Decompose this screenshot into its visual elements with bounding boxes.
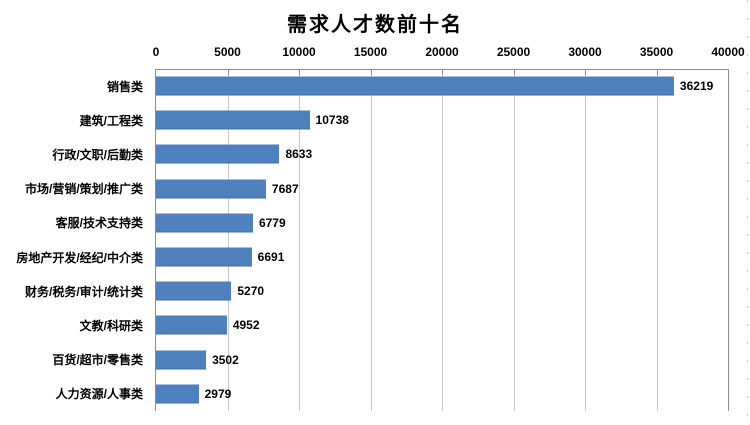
category-label: 市场/营销/策划/推广类 — [24, 182, 143, 197]
axis-tick — [227, 70, 229, 75]
bar-track: 10738 — [156, 103, 728, 137]
x-tick-label: 30000 — [568, 45, 602, 59]
axis-tick — [370, 70, 372, 75]
x-tick-label: 0 — [152, 45, 160, 59]
category-label: 财务/税务/审计/统计类 — [24, 284, 143, 299]
category-label: 建筑/工程类 — [79, 113, 143, 128]
bar-track: 2979 — [156, 377, 728, 411]
category-label: 房地产开发/经纪/中介类 — [16, 250, 143, 265]
x-tick-label: 20000 — [425, 45, 459, 59]
value-label: 36219 — [679, 79, 714, 94]
bar-row: 行政/文职/后勤类 8633 — [0, 137, 750, 171]
axis-tick — [585, 70, 586, 75]
gridline — [299, 70, 300, 411]
x-tick-label: 25000 — [496, 45, 531, 59]
value-label: 5270 — [237, 284, 265, 299]
bar — [156, 179, 266, 199]
value-label: 8633 — [285, 147, 313, 162]
bar-track: 6779 — [156, 206, 728, 240]
gridline — [370, 70, 372, 411]
bar — [156, 110, 310, 130]
bar-track: 5270 — [156, 274, 728, 308]
category-label: 行政/文职/后勤类 — [52, 147, 143, 162]
x-axis: 0 5000 10000 15000 20000 25000 30000 35000 40000 — [0, 44, 750, 61]
axis-tick — [442, 70, 443, 75]
x-tick-label: 10000 — [282, 45, 316, 59]
value-label: 4952 — [232, 318, 260, 333]
bar — [156, 247, 252, 267]
bar-track: 8633 — [156, 137, 728, 171]
x-tick-label: 5000 — [214, 45, 241, 59]
bar-track: 36219 — [156, 69, 728, 103]
bar — [156, 213, 253, 233]
axis-tick — [299, 70, 300, 75]
gridline — [227, 70, 229, 411]
bar — [156, 144, 280, 164]
axis-tick — [656, 70, 658, 75]
gridline — [585, 70, 586, 411]
category-label: 销售类 — [106, 79, 143, 94]
x-tick-label: 35000 — [639, 45, 674, 59]
plot-area — [155, 69, 729, 411]
bar-track: 7687 — [156, 172, 728, 206]
category-label: 客服/技术支持类 — [55, 216, 143, 231]
bar-row: 市场/营销/策划/推广类 7687 — [0, 172, 750, 206]
value-label: 3502 — [212, 352, 239, 367]
bar-track: 3502 — [156, 343, 728, 377]
category-label: 文教/科研类 — [79, 318, 143, 333]
bar-row: 人力资源/人事类 2979 — [0, 377, 750, 411]
x-tick-label: 40000 — [711, 45, 745, 59]
bar-row: 销售类 36219 — [0, 69, 750, 103]
bar-row: 房地产开发/经纪/中介类 6691 — [0, 240, 750, 274]
gridline — [513, 70, 515, 411]
value-label: 2979 — [204, 386, 232, 401]
gridline — [656, 70, 658, 411]
bar — [156, 350, 207, 370]
bar-row: 客服/技术支持类 6779 — [0, 206, 750, 240]
value-label: 7687 — [271, 181, 299, 196]
value-label: 10738 — [315, 113, 349, 128]
category-label: 百货/超市/零售类 — [52, 353, 143, 368]
bar-row: 百货/超市/零售类 3502 — [0, 343, 750, 377]
chart-title: 需求人才数前十名 — [287, 14, 463, 36]
gridline — [442, 70, 443, 411]
bar-row: 财务/税务/审计/统计类 5270 — [0, 274, 750, 308]
bar-row: 建筑/工程类 10738 — [0, 103, 750, 137]
bar-track: 6691 — [156, 240, 728, 274]
bar-rows: 销售类 36219 建筑/工程类 10738 行政/文职/后勤类 8633 市场/营销/策划… — [0, 69, 750, 411]
category-label: 人力资源/人事类 — [55, 387, 143, 402]
bar-row: 文教/科研类 4952 — [0, 308, 750, 342]
bar — [156, 315, 227, 335]
bar — [156, 384, 199, 404]
axis-tick — [513, 70, 515, 75]
bar — [156, 281, 232, 301]
bar — [156, 76, 674, 96]
value-label: 6779 — [258, 215, 286, 230]
sheet-gridline-dots — [747, 0, 748, 425]
value-label: 6691 — [257, 250, 285, 265]
bar-track: 4952 — [156, 308, 728, 342]
x-tick-label: 15000 — [353, 45, 388, 59]
